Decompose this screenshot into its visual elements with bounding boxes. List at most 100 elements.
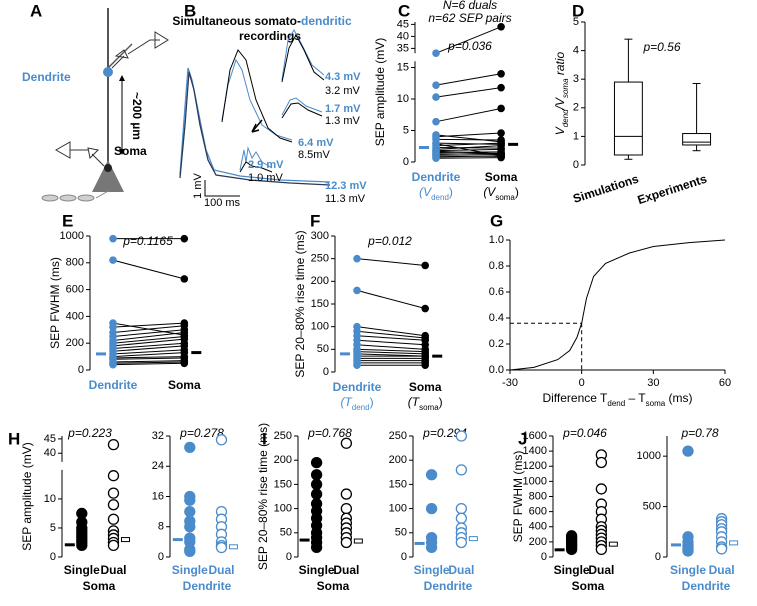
panel-letter: C [398, 1, 410, 20]
y-axis-label: SEP 20–80% rise time (ms) [293, 230, 307, 377]
annotation: p=0.036 [447, 39, 492, 53]
pair-line [112, 336, 185, 344]
trace-dendrite [281, 28, 325, 81]
x-category-label: Dendrite [412, 170, 461, 184]
data-point [310, 469, 323, 481]
annotation: p=0.012 [367, 234, 412, 248]
panel-letter: B [184, 1, 196, 20]
data-point [455, 464, 468, 476]
y-tick-label: 0 [158, 551, 164, 563]
y-tick-label: 100 [389, 503, 407, 515]
pair-line [112, 360, 185, 363]
y-axis-label: SEP FWHM (ms) [511, 451, 525, 543]
panel-letter: F [310, 211, 320, 230]
pair-line [435, 142, 502, 145]
data-point [455, 512, 468, 524]
pair-line [435, 138, 502, 141]
soma-electrode [54, 141, 105, 167]
pair-line [112, 325, 185, 333]
y-tick-label: 4 [573, 45, 579, 57]
data-point [184, 505, 196, 518]
data-point [180, 359, 189, 368]
x-category-sublabel: (Tdend) [340, 395, 373, 411]
y-tick-label: 0 [78, 364, 84, 376]
trace-label-dendrite: 12.3 mV [325, 180, 367, 192]
y-axis-label: SEP 20–80% rise time (ms) [256, 423, 270, 570]
sublabel-part: ) [515, 185, 519, 199]
data-point [455, 536, 468, 549]
y-tick-label: 0 [403, 156, 409, 168]
trace-soma [239, 161, 273, 173]
y-axis-label-part: /V [553, 97, 567, 110]
data-point [109, 234, 117, 243]
data-point [107, 513, 120, 525]
data-point [497, 70, 505, 78]
trace-dendrite [221, 58, 293, 141]
x-category-label: Single [64, 563, 100, 577]
y-tick-label: 45 [397, 18, 409, 30]
y-tick-label: 1000 [523, 475, 547, 487]
trace-dendrite [281, 97, 323, 116]
y-tick-label: 150 [389, 478, 407, 490]
traces-title: Simultaneous somato-dendritic [172, 14, 352, 28]
y-axis-label-part: V [553, 126, 567, 135]
y-tick-label: 250 [311, 253, 329, 265]
sublabel-part: (V [419, 185, 432, 199]
y-tick-label: 150 [274, 478, 292, 490]
data-point [340, 437, 353, 449]
y-tick-label: 3 [573, 73, 579, 85]
group-label: Soma [572, 579, 605, 593]
group-label: Dendrite [424, 579, 473, 593]
sublabel-part: ) [370, 395, 374, 409]
y-tick-label: 40 [397, 30, 409, 42]
pair-line [435, 132, 502, 138]
y-tick-label: 1000 [637, 450, 661, 462]
dendrite-site [103, 67, 113, 77]
y-tick-label: 10 [44, 493, 56, 505]
soma-site [104, 164, 112, 172]
data-point [432, 49, 440, 57]
panel-letter: I [262, 429, 267, 448]
x-category-sublabel: (Vdend) [419, 185, 453, 201]
y-tick-label: 50 [395, 527, 407, 539]
pair-line [435, 155, 502, 158]
y-tick-label: 40 [44, 447, 56, 459]
pair-line [435, 157, 502, 159]
y-tick-label: 0 [323, 366, 329, 378]
annotation: n=62 SEP pairs [428, 11, 511, 25]
mean-marker [468, 536, 478, 542]
data-point [497, 129, 505, 137]
data-point [184, 545, 196, 557]
y-tick-label: 0.4 [489, 312, 504, 324]
y-tick-label: 1200 [523, 460, 547, 472]
cdf-line [509, 239, 726, 371]
trace-soma [281, 33, 325, 83]
y-tick-label: 10 [397, 93, 409, 105]
x-axis-label-part: Difference T [542, 391, 608, 405]
data-point [715, 543, 728, 555]
pair-line [356, 344, 426, 350]
axon-initial [95, 189, 111, 199]
pair-line [112, 342, 185, 350]
y-tick-label: 1000 [60, 230, 84, 242]
trace-label-soma: 8.5mV [298, 149, 330, 161]
panel-letter: H [8, 429, 20, 448]
data-point [76, 539, 88, 552]
pair-line [112, 349, 185, 355]
data-point [565, 543, 578, 556]
y-tick-label: 1.0 [489, 234, 504, 246]
data-point [107, 487, 120, 499]
distance-label: ~200 µm [130, 92, 144, 140]
y-tick-label: 8 [158, 521, 164, 533]
box [613, 81, 643, 156]
data-point [184, 441, 196, 453]
pair-line [112, 331, 185, 342]
x-category-label: Single [554, 563, 590, 577]
data-point [353, 361, 361, 370]
x-axis-label-part: – T [625, 391, 646, 405]
pair-line [112, 362, 185, 366]
data-point [497, 153, 505, 162]
y-tick-label: 35 [397, 42, 409, 54]
x-category-label: Soma [168, 378, 201, 392]
y-tick-label: 400 [529, 521, 547, 533]
